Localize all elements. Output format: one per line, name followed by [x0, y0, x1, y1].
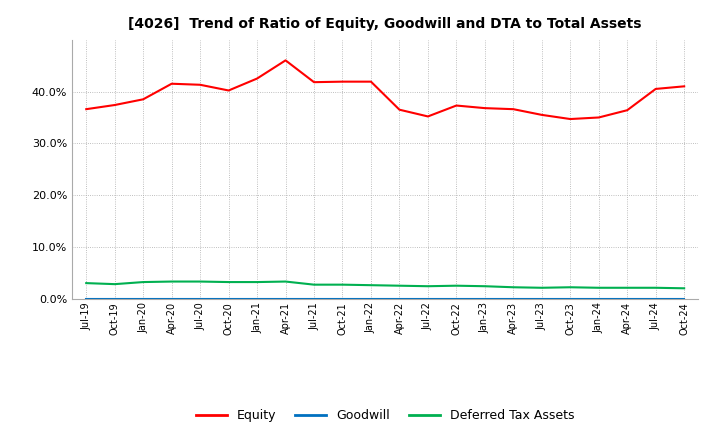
Equity: [139, 97, 148, 102]
Deferred Tax Assets: [480, 284, 489, 289]
Goodwill: [680, 297, 688, 302]
Goodwill: [253, 297, 261, 302]
Equity: [253, 76, 261, 81]
Deferred Tax Assets: [366, 282, 375, 288]
Equity: [452, 103, 461, 108]
Deferred Tax Assets: [509, 285, 518, 290]
Deferred Tax Assets: [566, 285, 575, 290]
Equity: [566, 117, 575, 122]
Equity: [480, 106, 489, 111]
Goodwill: [196, 297, 204, 302]
Goodwill: [225, 297, 233, 302]
Goodwill: [537, 297, 546, 302]
Equity: [82, 106, 91, 112]
Deferred Tax Assets: [196, 279, 204, 284]
Line: Deferred Tax Assets: Deferred Tax Assets: [86, 282, 684, 288]
Goodwill: [452, 297, 461, 302]
Deferred Tax Assets: [423, 284, 432, 289]
Equity: [196, 82, 204, 88]
Deferred Tax Assets: [537, 285, 546, 290]
Goodwill: [509, 297, 518, 302]
Equity: [310, 80, 318, 85]
Goodwill: [282, 297, 290, 302]
Goodwill: [110, 297, 119, 302]
Goodwill: [623, 297, 631, 302]
Deferred Tax Assets: [310, 282, 318, 287]
Deferred Tax Assets: [338, 282, 347, 287]
Equity: [366, 79, 375, 84]
Goodwill: [652, 297, 660, 302]
Goodwill: [82, 297, 91, 302]
Equity: [338, 79, 347, 84]
Deferred Tax Assets: [82, 280, 91, 286]
Goodwill: [338, 297, 347, 302]
Deferred Tax Assets: [110, 282, 119, 287]
Deferred Tax Assets: [225, 279, 233, 285]
Legend: Equity, Goodwill, Deferred Tax Assets: Equity, Goodwill, Deferred Tax Assets: [191, 404, 580, 427]
Equity: [282, 58, 290, 63]
Deferred Tax Assets: [652, 285, 660, 290]
Goodwill: [167, 297, 176, 302]
Goodwill: [366, 297, 375, 302]
Deferred Tax Assets: [253, 279, 261, 285]
Deferred Tax Assets: [680, 286, 688, 291]
Equity: [110, 103, 119, 108]
Equity: [225, 88, 233, 93]
Goodwill: [139, 297, 148, 302]
Equity: [395, 107, 404, 112]
Equity: [652, 86, 660, 92]
Equity: [509, 106, 518, 112]
Goodwill: [566, 297, 575, 302]
Deferred Tax Assets: [623, 285, 631, 290]
Equity: [167, 81, 176, 86]
Deferred Tax Assets: [167, 279, 176, 284]
Goodwill: [595, 297, 603, 302]
Deferred Tax Assets: [395, 283, 404, 288]
Equity: [537, 112, 546, 117]
Equity: [680, 84, 688, 89]
Equity: [423, 114, 432, 119]
Line: Equity: Equity: [86, 60, 684, 119]
Goodwill: [423, 297, 432, 302]
Equity: [623, 107, 631, 113]
Goodwill: [395, 297, 404, 302]
Equity: [595, 115, 603, 120]
Deferred Tax Assets: [282, 279, 290, 284]
Deferred Tax Assets: [452, 283, 461, 288]
Goodwill: [480, 297, 489, 302]
Deferred Tax Assets: [139, 279, 148, 285]
Title: [4026]  Trend of Ratio of Equity, Goodwill and DTA to Total Assets: [4026] Trend of Ratio of Equity, Goodwil…: [128, 18, 642, 32]
Deferred Tax Assets: [595, 285, 603, 290]
Goodwill: [310, 297, 318, 302]
